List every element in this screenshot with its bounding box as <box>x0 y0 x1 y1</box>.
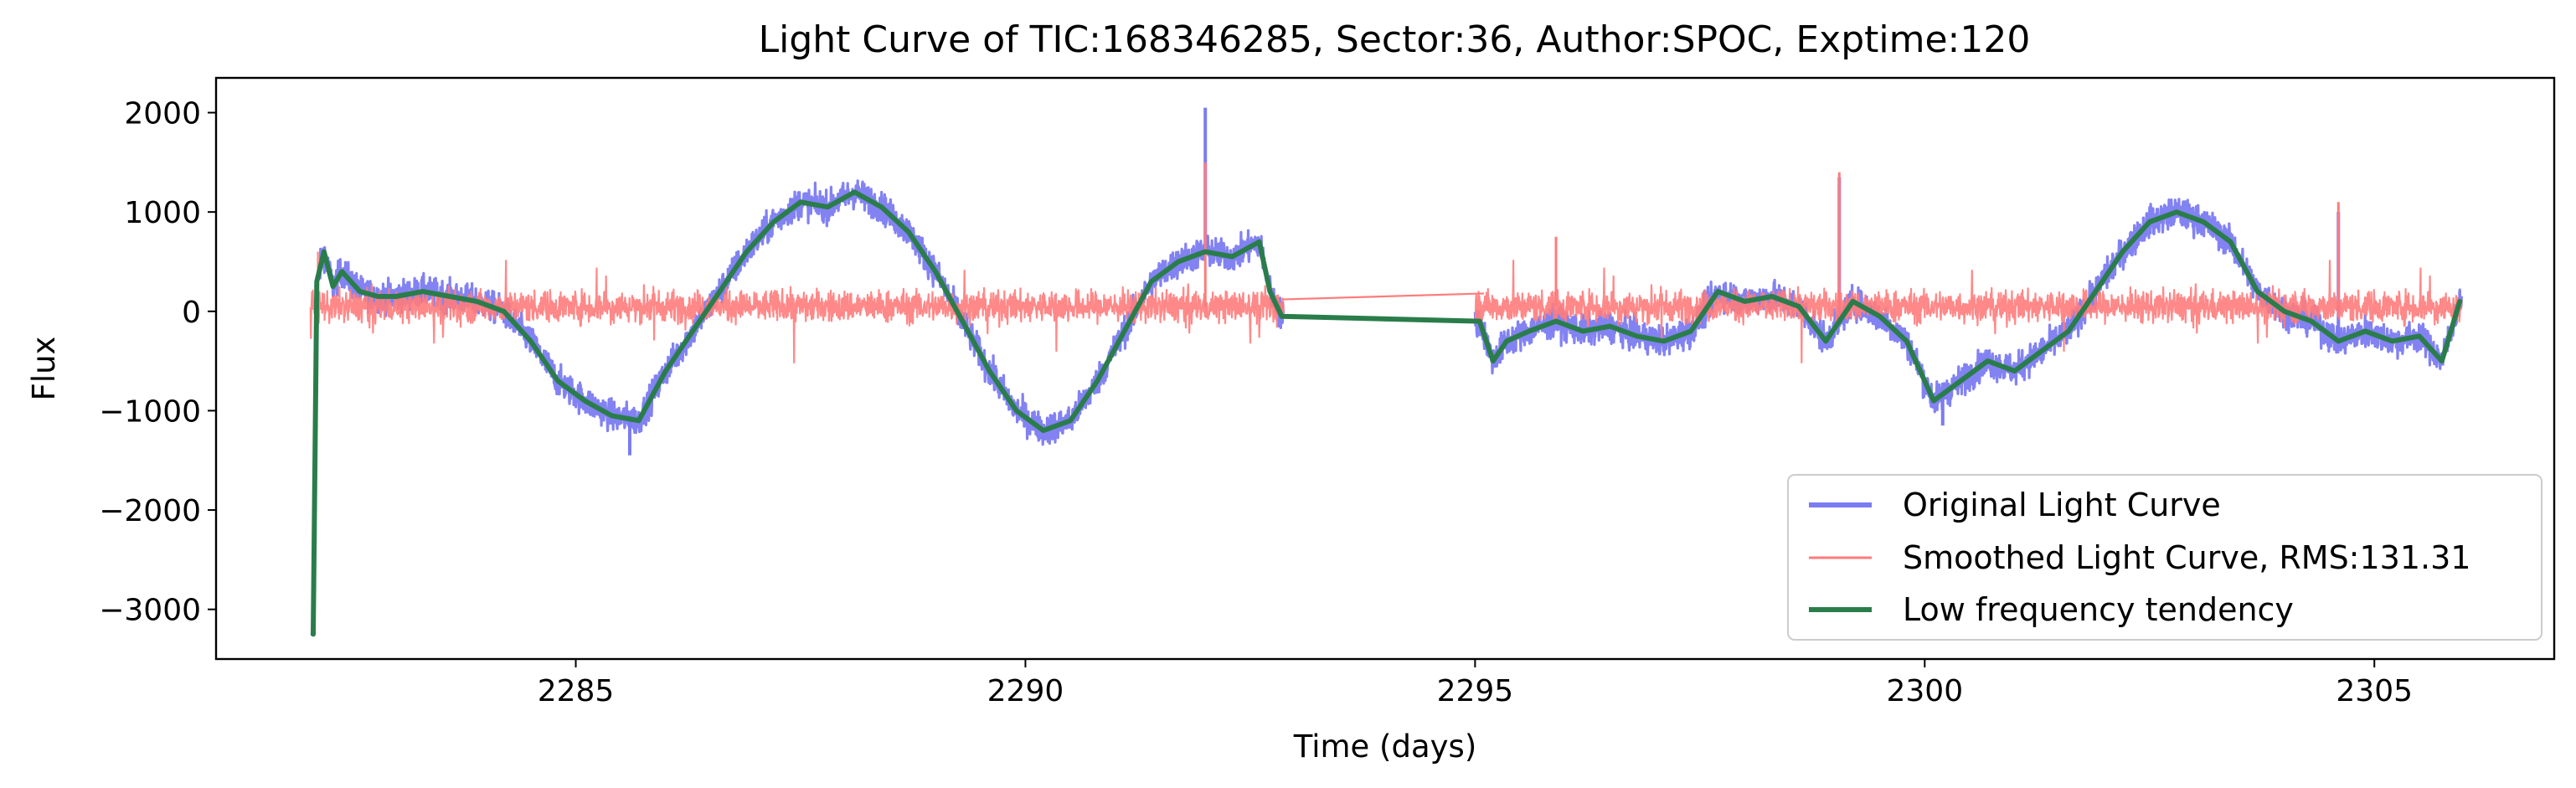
y-tick-label: 2000 <box>124 97 201 131</box>
y-axis: 2000 1000 0 −1000 −2000 −3000 <box>99 97 216 628</box>
plot-area <box>214 76 2556 661</box>
x-tick-label: 2305 <box>2336 674 2413 708</box>
legend-label-original: Original Light Curve <box>1903 487 2221 523</box>
y-tick-label: 0 <box>182 296 201 330</box>
x-tick-label: 2300 <box>1886 674 1963 708</box>
x-tick-label: 2285 <box>538 674 615 708</box>
low-frequency-tendency-series <box>311 189 2463 637</box>
x-tick-label: 2290 <box>987 674 1064 708</box>
y-tick-label: −1000 <box>99 394 201 429</box>
x-axis: 2285 2290 2295 2300 2305 <box>538 659 2413 708</box>
y-tick-label: −2000 <box>99 494 201 528</box>
x-axis-label: Time (days) <box>1293 729 1477 765</box>
legend: Original Light Curve Smoothed Light Curv… <box>1787 474 2543 641</box>
y-tick-label: 1000 <box>124 196 201 230</box>
legend-label-smoothed: Smoothed Light Curve, RMS:131.31 <box>1903 539 2470 576</box>
legend-box <box>1787 474 2543 641</box>
x-tick-label: 2295 <box>1437 674 1514 708</box>
smoothed-light-curve-series <box>309 162 2463 363</box>
legend-label-trend: Low frequency tendency <box>1903 591 2294 628</box>
plot-frame <box>214 76 2556 661</box>
chart-title: Light Curve of TIC:168346285, Sector:36,… <box>759 18 2031 61</box>
y-tick-label: −3000 <box>99 594 201 628</box>
y-axis-label: Flux <box>26 337 62 401</box>
